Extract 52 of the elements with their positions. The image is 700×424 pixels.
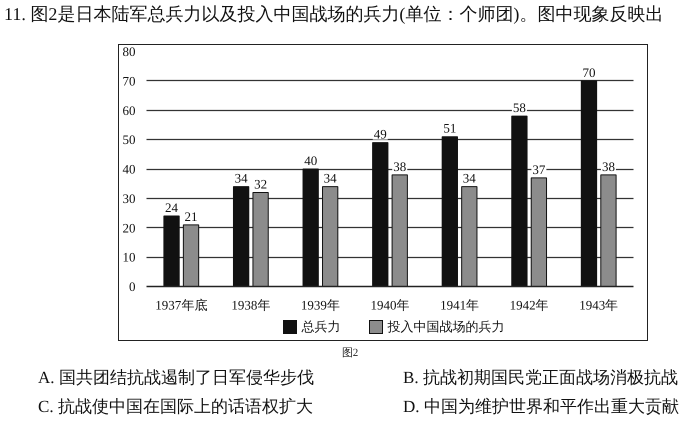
data-label: 40 xyxy=(304,153,318,168)
text: B. 抗战初期国民党正面战场消极抗战 xyxy=(403,367,679,389)
data-label: 58 xyxy=(512,100,526,116)
x-tick-label: 1943年 xyxy=(579,298,618,312)
x-tick-label: 1939年 xyxy=(300,298,340,312)
data-label: 38 xyxy=(602,158,615,174)
bar xyxy=(232,186,250,286)
legend-label: 总兵力 xyxy=(300,318,340,336)
x-tick-label: 1940年 xyxy=(370,298,410,312)
bar xyxy=(372,142,388,286)
y-tick-label: 30 xyxy=(122,190,136,206)
x-tick-label: 1937年底 xyxy=(155,298,208,312)
y-tick-label: 40 xyxy=(122,162,136,176)
bar xyxy=(322,186,338,286)
bar xyxy=(442,136,458,286)
y-tick-label: 70 xyxy=(122,73,136,88)
bar xyxy=(302,168,319,286)
bar xyxy=(461,186,478,286)
x-tick-label: 1941年 xyxy=(440,298,480,312)
caption: 图2 xyxy=(340,346,360,361)
data-label: 37 xyxy=(532,162,546,177)
text: D. 中国为维护世界和平作出重大贡献 xyxy=(403,396,680,418)
x-tick-label: 1938年 xyxy=(231,298,270,312)
data-label: 21 xyxy=(184,208,198,224)
y-tick-label: 20 xyxy=(122,220,136,236)
y-tick-label: 0 xyxy=(129,279,136,294)
text: C. 抗战使中国在国际上的话语权扩大 xyxy=(38,396,314,418)
chart-title: 11. 图2是日本陆军总兵力以及投入中国战场的兵力(单位：个师团)。图中现象反映出 xyxy=(4,3,664,26)
data-label: 51 xyxy=(443,120,456,136)
bar xyxy=(580,80,598,286)
y-tick-label: 60 xyxy=(122,102,136,118)
data-label: 34 xyxy=(234,170,248,186)
bar xyxy=(252,192,269,286)
text: A. 国共团结抗战遏制了日军侵华步伐 xyxy=(38,367,315,389)
y-tick-label: 50 xyxy=(122,132,136,148)
data-label: 32 xyxy=(254,176,268,192)
bar xyxy=(600,174,617,286)
y-tick-label: 80 xyxy=(122,44,136,59)
bar xyxy=(530,177,548,286)
y-tick-label: 10 xyxy=(122,250,136,265)
data-label: 70 xyxy=(582,64,596,80)
data-label: 34 xyxy=(462,170,476,186)
bar xyxy=(392,174,408,286)
bar xyxy=(511,116,528,286)
legend-label: 投入中国战场的兵力 xyxy=(386,318,504,336)
bar xyxy=(182,224,200,286)
data-label: 34 xyxy=(324,170,338,186)
bar xyxy=(163,216,180,286)
data-label: 24 xyxy=(165,200,179,215)
x-tick-label: 1942年 xyxy=(510,298,549,312)
data-label: 38 xyxy=(393,158,406,174)
data-label: 49 xyxy=(374,126,387,142)
